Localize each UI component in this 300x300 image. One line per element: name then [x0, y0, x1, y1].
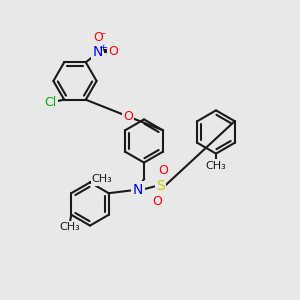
- Text: N: N: [133, 183, 143, 196]
- Text: O: O: [108, 45, 118, 58]
- Text: CH₃: CH₃: [59, 222, 80, 232]
- Text: O: O: [123, 110, 133, 123]
- Text: CH₃: CH₃: [206, 160, 226, 171]
- Text: O: O: [153, 195, 162, 208]
- Text: +: +: [98, 43, 108, 53]
- Text: S: S: [156, 179, 165, 193]
- Text: -: -: [101, 28, 105, 38]
- Text: N: N: [93, 45, 103, 59]
- Text: O: O: [159, 164, 168, 177]
- Text: O: O: [93, 31, 103, 44]
- Text: Cl: Cl: [45, 96, 57, 109]
- Text: CH₃: CH₃: [92, 174, 112, 184]
